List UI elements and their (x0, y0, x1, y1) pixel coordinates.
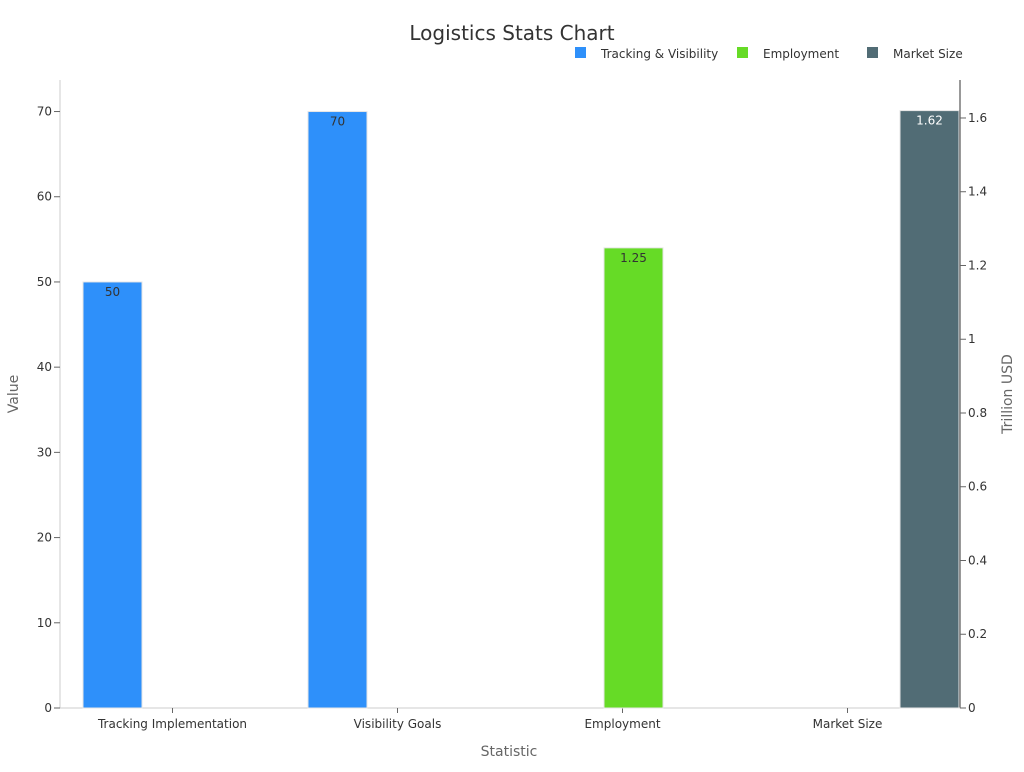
bar-data-label: 1.62 (916, 114, 943, 128)
bar[interactable] (603, 247, 664, 709)
legend-label[interactable]: Market Size (893, 47, 963, 61)
y-axis-title: Value (6, 375, 22, 413)
legend: Tracking & Visibility Employment Market Si… (575, 47, 963, 61)
axes-layer: 0 10 20 30 40 50 60 70 0 0.2 0.4 0.6 0.8 1 1.2 1.4 1.6 Tr… (37, 80, 987, 731)
y-tick-label: 40 (37, 360, 52, 374)
bar-data-label: 50 (105, 285, 120, 299)
legend-swatch[interactable] (575, 47, 586, 58)
y2-tick-label: 0.4 (968, 553, 987, 567)
y-tick-label: 30 (37, 445, 52, 459)
y-tick-label: 0 (44, 701, 52, 715)
y2-tick-label: 1 (968, 332, 976, 346)
y2-tick-label: 1.4 (968, 185, 987, 199)
bar-data-label: 1.25 (620, 251, 647, 265)
y-tick-label: 60 (37, 190, 52, 204)
y2-tick-label: 0.6 (968, 480, 987, 494)
y-tick-label: 50 (37, 275, 52, 289)
y2-tick-label: 0.8 (968, 406, 987, 420)
x-tick-label: Market Size (813, 717, 883, 731)
x-axis-title: Statistic (481, 744, 538, 760)
bar[interactable] (82, 281, 143, 709)
legend-label[interactable]: Tracking & Visibility (600, 47, 718, 61)
y2-tick-label: 0 (968, 701, 976, 715)
legend-swatch[interactable] (867, 47, 878, 58)
y-tick-label: 20 (37, 531, 52, 545)
y2-tick-label: 0.2 (968, 627, 987, 641)
y-tick-label: 10 (37, 616, 52, 630)
y-tick-label: 70 (37, 105, 52, 119)
bar-data-label: 70 (330, 115, 345, 129)
x-tick-label: Visibility Goals (354, 717, 442, 731)
chart-title: Logistics Stats Chart (409, 21, 614, 45)
legend-swatch[interactable] (737, 47, 748, 58)
x-tick-label: Tracking Implementation (97, 717, 247, 731)
y2-tick-label: 1.6 (968, 111, 987, 125)
x-tick-label: Employment (584, 717, 660, 731)
legend-label[interactable]: Employment (763, 47, 839, 61)
y2-tick-label: 1.2 (968, 258, 987, 272)
bar[interactable] (307, 111, 368, 709)
bars-layer: 50 70 1.25 1.62 (82, 110, 960, 709)
y2-axis-title: Trillion USD (1000, 354, 1016, 435)
bar[interactable] (899, 110, 960, 709)
